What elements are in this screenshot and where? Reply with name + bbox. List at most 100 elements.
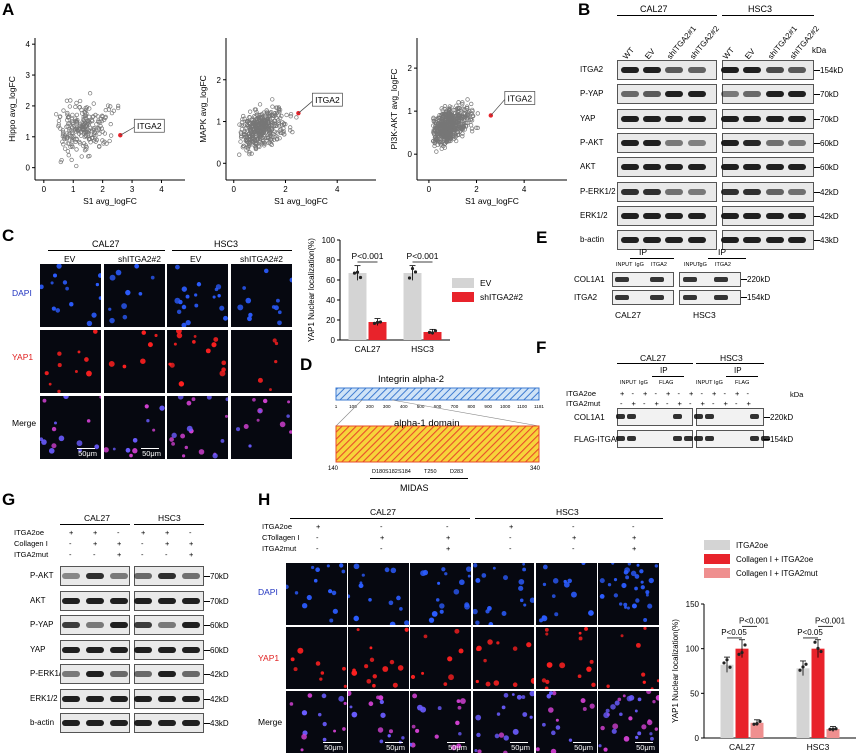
a-point <box>294 115 299 120</box>
b-band <box>621 212 639 219</box>
f-band <box>673 436 682 441</box>
b-lane-label: WT <box>621 45 636 61</box>
a-point <box>74 147 79 152</box>
h-cell-hsc3: HSC3 <box>556 507 579 517</box>
a-point <box>84 105 90 110</box>
a-point <box>454 103 459 108</box>
b-band <box>788 67 806 73</box>
bar-dot <box>740 650 744 655</box>
f-lane-label: INPUT <box>696 380 713 386</box>
a-point <box>288 111 294 117</box>
h-sign: + <box>632 544 637 553</box>
a-point <box>431 138 436 144</box>
a-point <box>252 115 258 120</box>
b-band <box>643 164 661 171</box>
bar-dot <box>752 722 756 726</box>
a-point <box>95 114 100 119</box>
a-point <box>239 120 245 125</box>
bar-dot <box>352 271 357 275</box>
a-point <box>257 136 263 142</box>
g-band <box>86 695 104 702</box>
h-sign: - <box>316 533 319 542</box>
a-point <box>97 144 102 149</box>
g-sign: + <box>93 528 98 537</box>
c-cond-ev-2: EV <box>190 254 202 264</box>
e-lane-label: IgG <box>698 262 707 268</box>
e-lane-label: ITGA2 <box>715 262 731 268</box>
a-xtick: 0 <box>427 185 432 194</box>
a-point <box>108 121 113 127</box>
g-cond-label: ITGA2oe <box>14 528 45 537</box>
b-band <box>743 115 761 122</box>
f-ip-1: IP <box>660 366 668 375</box>
f-sign: - <box>723 389 727 398</box>
e-band <box>683 295 697 300</box>
g-band <box>86 622 104 628</box>
a-point <box>465 112 470 117</box>
g-band <box>134 597 152 604</box>
bar-legend-label: EV <box>480 278 492 288</box>
bar-dot <box>722 661 726 665</box>
bar-ytick: 150 <box>686 600 700 609</box>
a-point <box>86 131 91 136</box>
b-band <box>721 164 739 171</box>
g-sign: - <box>93 550 96 559</box>
b-band <box>621 139 639 146</box>
bar <box>403 273 422 340</box>
g-row-label: AKT <box>30 595 46 605</box>
a-point <box>96 126 102 131</box>
d-tick: 700 <box>451 404 459 409</box>
f-band <box>694 436 703 441</box>
a-point <box>458 124 463 130</box>
a-point <box>474 125 479 130</box>
a-point <box>245 139 250 144</box>
a-point <box>263 122 269 127</box>
h-micrograph <box>473 627 534 689</box>
panel-h-bar-chart: 0 50 100 150 YAP1 Nuclear localization(%) CAL… <box>671 540 856 752</box>
c-micrograph <box>40 330 101 393</box>
a-xtick: 0 <box>232 185 237 194</box>
c-cond-sh-1: shITGA2#2 <box>118 254 161 264</box>
a-point <box>457 108 462 113</box>
a-point <box>460 102 465 107</box>
b-band <box>788 139 806 146</box>
c-cond-sh-2: shITGA2#2 <box>240 254 283 264</box>
b-band <box>766 164 784 171</box>
a-point <box>464 104 470 109</box>
h-sign: - <box>572 544 575 553</box>
b-band <box>743 212 761 219</box>
a-ytick: 2 <box>26 102 31 111</box>
f-row-label: FLAG-ITGA2 <box>574 435 621 444</box>
bar-dot <box>834 727 838 731</box>
a-point <box>258 115 263 121</box>
c-row-yap1: YAP1 <box>12 352 34 362</box>
a-point <box>70 112 75 118</box>
a-point <box>433 134 438 139</box>
a-point <box>87 136 92 141</box>
g-band <box>158 671 176 677</box>
a-point <box>61 108 66 113</box>
a-point <box>73 118 79 123</box>
bar-dot <box>819 649 823 654</box>
f-sign: - <box>677 389 681 398</box>
scalebar-label: 50μm <box>142 449 161 458</box>
a-point <box>100 129 105 134</box>
g-row-label: P-YAP <box>30 620 54 629</box>
b-lane-label: EV <box>743 47 757 61</box>
bar-dot <box>413 270 418 274</box>
a-point <box>469 111 475 117</box>
a-point <box>254 141 259 146</box>
bar-dot <box>758 719 762 723</box>
a-point <box>103 107 108 113</box>
g-sign: + <box>189 539 194 548</box>
g-band <box>86 646 104 653</box>
a-point <box>240 117 245 122</box>
f-sign: + <box>631 399 636 408</box>
c-micrograph <box>231 264 292 327</box>
a-point <box>272 123 277 128</box>
a-annotation: ITGA2 <box>315 95 340 105</box>
a-point <box>464 115 470 120</box>
f-sign: + <box>677 399 682 408</box>
a-point <box>62 146 68 151</box>
a-point <box>277 136 282 141</box>
